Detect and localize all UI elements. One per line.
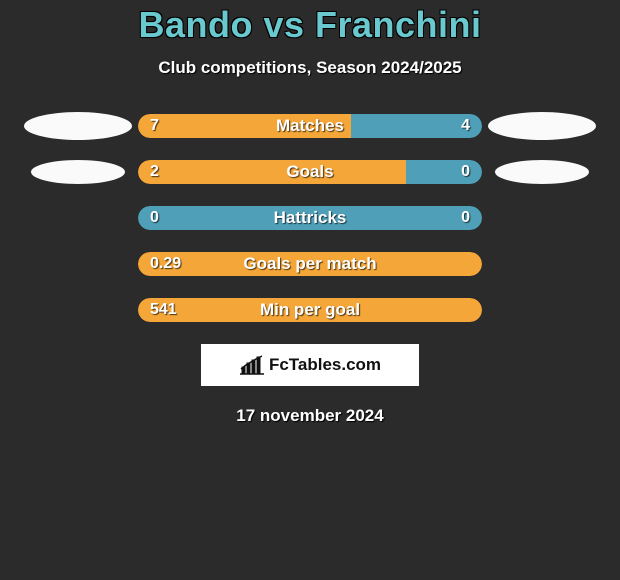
stat-value-right: 4 [461,114,470,138]
stat-label: Min per goal [138,298,482,322]
stat-value-right: 0 [461,160,470,184]
stat-value-right: 0 [461,206,470,230]
stat-row: Min per goal541 [0,298,620,322]
date-label: 17 november 2024 [0,406,620,426]
stat-row: Goals per match0.29 [0,252,620,276]
stat-bar: Goals per match0.29 [138,252,482,276]
stat-row: Hattricks0 0 [0,206,620,230]
right-ellipse [495,160,589,184]
stat-bar: Matches7 4 [138,114,482,138]
left-side [18,112,138,140]
subtitle: Club competitions, Season 2024/2025 [0,58,620,78]
stat-label: Goals per match [138,252,482,276]
stat-value-left: 0 [150,206,159,230]
stat-value-left: 2 [150,160,159,184]
stat-bar: Goals2 0 [138,160,482,184]
stat-value-left: 541 [150,298,177,322]
brand-badge[interactable]: FcTables.com [201,344,419,386]
left-side [18,160,138,184]
stat-label: Hattricks [138,206,482,230]
right-side [482,112,602,140]
right-ellipse [488,112,596,140]
stat-label: Matches [138,114,482,138]
stat-value-left: 0.29 [150,252,181,276]
stat-value-left: 7 [150,114,159,138]
stat-row: Goals2 0 [0,160,620,184]
left-ellipse [31,160,125,184]
stat-bar: Min per goal541 [138,298,482,322]
chart-icon [239,355,265,375]
page-title: Bando vs Franchini [0,4,620,46]
stat-row: Matches7 4 [0,114,620,138]
stat-label: Goals [138,160,482,184]
brand-text: FcTables.com [269,355,381,375]
left-ellipse [24,112,132,140]
right-side [482,160,602,184]
stat-bar: Hattricks0 0 [138,206,482,230]
